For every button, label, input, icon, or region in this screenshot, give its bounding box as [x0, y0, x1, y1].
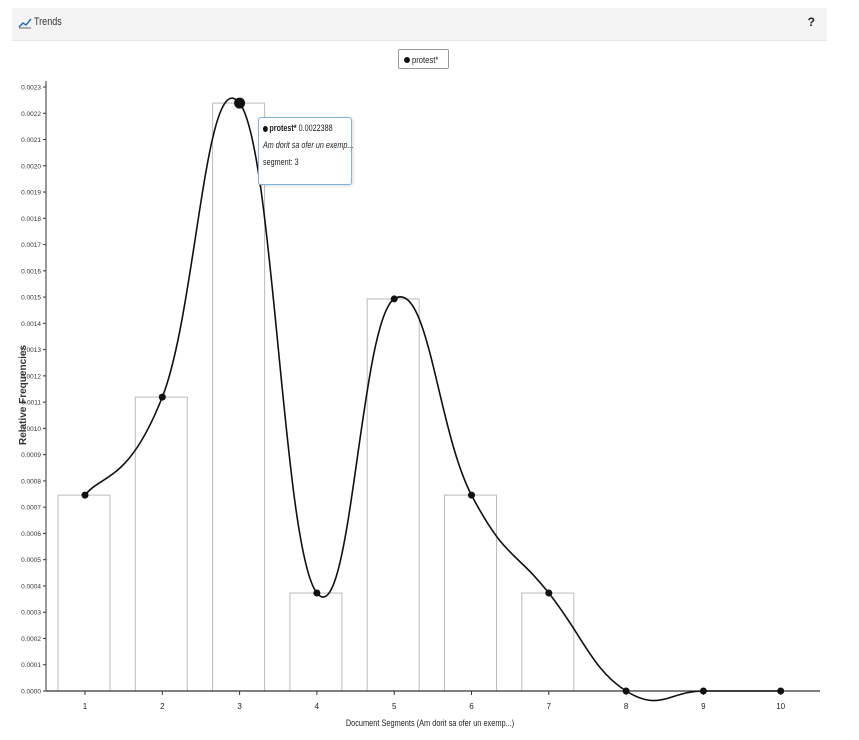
bar-2[interactable] — [134, 396, 188, 692]
bars-layer — [57, 102, 575, 692]
y-tick-label: 0.0020 — [21, 163, 41, 170]
y-tick-label: 0.0011 — [22, 400, 42, 407]
help-button[interactable]: ? — [807, 15, 815, 29]
legend-label: protest* — [412, 54, 439, 65]
y-tick-label: 0.0021 — [21, 137, 41, 144]
y-tick-label: 0.0017 — [21, 242, 41, 249]
tooltip-segment: segment: 3 — [263, 157, 299, 167]
point-6[interactable] — [468, 491, 475, 499]
x-tick-label: 7 — [547, 702, 552, 711]
window-titlebar: Trends ? — [12, 8, 827, 41]
x-tick-label: 8 — [624, 702, 629, 711]
y-tick-label: 0.0005 — [21, 557, 41, 564]
y-tick-label: 0.0013 — [21, 347, 41, 354]
y-tick-label: 0.0022 — [21, 111, 41, 118]
points-layer — [81, 97, 785, 695]
point-8[interactable] — [622, 687, 630, 695]
legend-item[interactable]: protest* — [398, 49, 450, 69]
x-tick-label: 6 — [469, 702, 474, 711]
y-tick-label: 0.0007 — [21, 505, 41, 512]
y-tick-label: 0.0001 — [21, 662, 41, 669]
point-5[interactable] — [390, 295, 398, 303]
y-tick-label: 0.0009 — [21, 452, 41, 459]
point-9[interactable] — [699, 687, 707, 695]
legend-dot-icon — [404, 56, 410, 63]
bar-7[interactable] — [521, 592, 575, 692]
y-tick-label: 0.0015 — [21, 295, 41, 302]
y-tick-label: 0.0002 — [21, 636, 41, 643]
y-tick-label: 0.0019 — [21, 190, 41, 197]
bar-3[interactable] — [212, 102, 266, 692]
y-tick-label: 0.0023 — [21, 85, 41, 92]
point-3[interactable] — [234, 97, 246, 109]
x-tick-label: 1 — [83, 702, 88, 711]
y-tick-label: 0.0010 — [21, 426, 41, 433]
point-4[interactable] — [313, 589, 321, 597]
x-tick-label: 3 — [237, 702, 242, 711]
trend-icon — [18, 18, 32, 29]
bar-1[interactable] — [57, 494, 111, 692]
y-tick-label: 0.0016 — [21, 268, 41, 275]
x-tick-label: 4 — [315, 702, 320, 711]
x-tick-label: 5 — [392, 702, 397, 711]
y-tick-label: 0.0018 — [21, 216, 41, 223]
y-tick-label: 0.0012 — [21, 373, 41, 380]
point-2[interactable] — [158, 393, 166, 401]
point-10[interactable] — [777, 687, 785, 695]
x-tick-label: 10 — [776, 702, 785, 711]
x-tick-label: 2 — [160, 702, 165, 711]
tooltip-dot-icon — [263, 125, 268, 132]
y-axis-label: Relative Frequencies — [18, 345, 29, 445]
bar-5[interactable] — [366, 298, 420, 692]
y-tick-label: 0.0014 — [21, 321, 41, 328]
y-tick-label: 0.0003 — [21, 610, 41, 617]
tooltip-context: Am dorit sa ofer un exemp... — [263, 140, 354, 150]
point-1[interactable] — [81, 491, 89, 499]
x-axis-label: Document Segments (Am dorit sa ofer un e… — [346, 718, 515, 728]
bar-4[interactable] — [289, 592, 343, 692]
data-tooltip: protest* 0.0022388 Am dorit sa ofer un e… — [258, 117, 354, 185]
tooltip-term: protest* — [269, 123, 297, 133]
y-tick-label: 0.0008 — [21, 478, 41, 485]
window-title: Trends — [34, 16, 62, 28]
tooltip-value: 0.0022388 — [298, 123, 333, 133]
y-tick-label: 0.0004 — [21, 583, 41, 590]
y-tick-label: 0.0000 — [21, 689, 41, 696]
series-line — [84, 97, 781, 702]
x-tick-label: 9 — [701, 702, 706, 711]
axes-layer: 0.0000 0.0001 0.0002 0.0003 0.0004 0.0005 0.00… — [21, 81, 820, 711]
point-7[interactable] — [545, 589, 553, 597]
y-tick-label: 0.0006 — [21, 531, 41, 538]
